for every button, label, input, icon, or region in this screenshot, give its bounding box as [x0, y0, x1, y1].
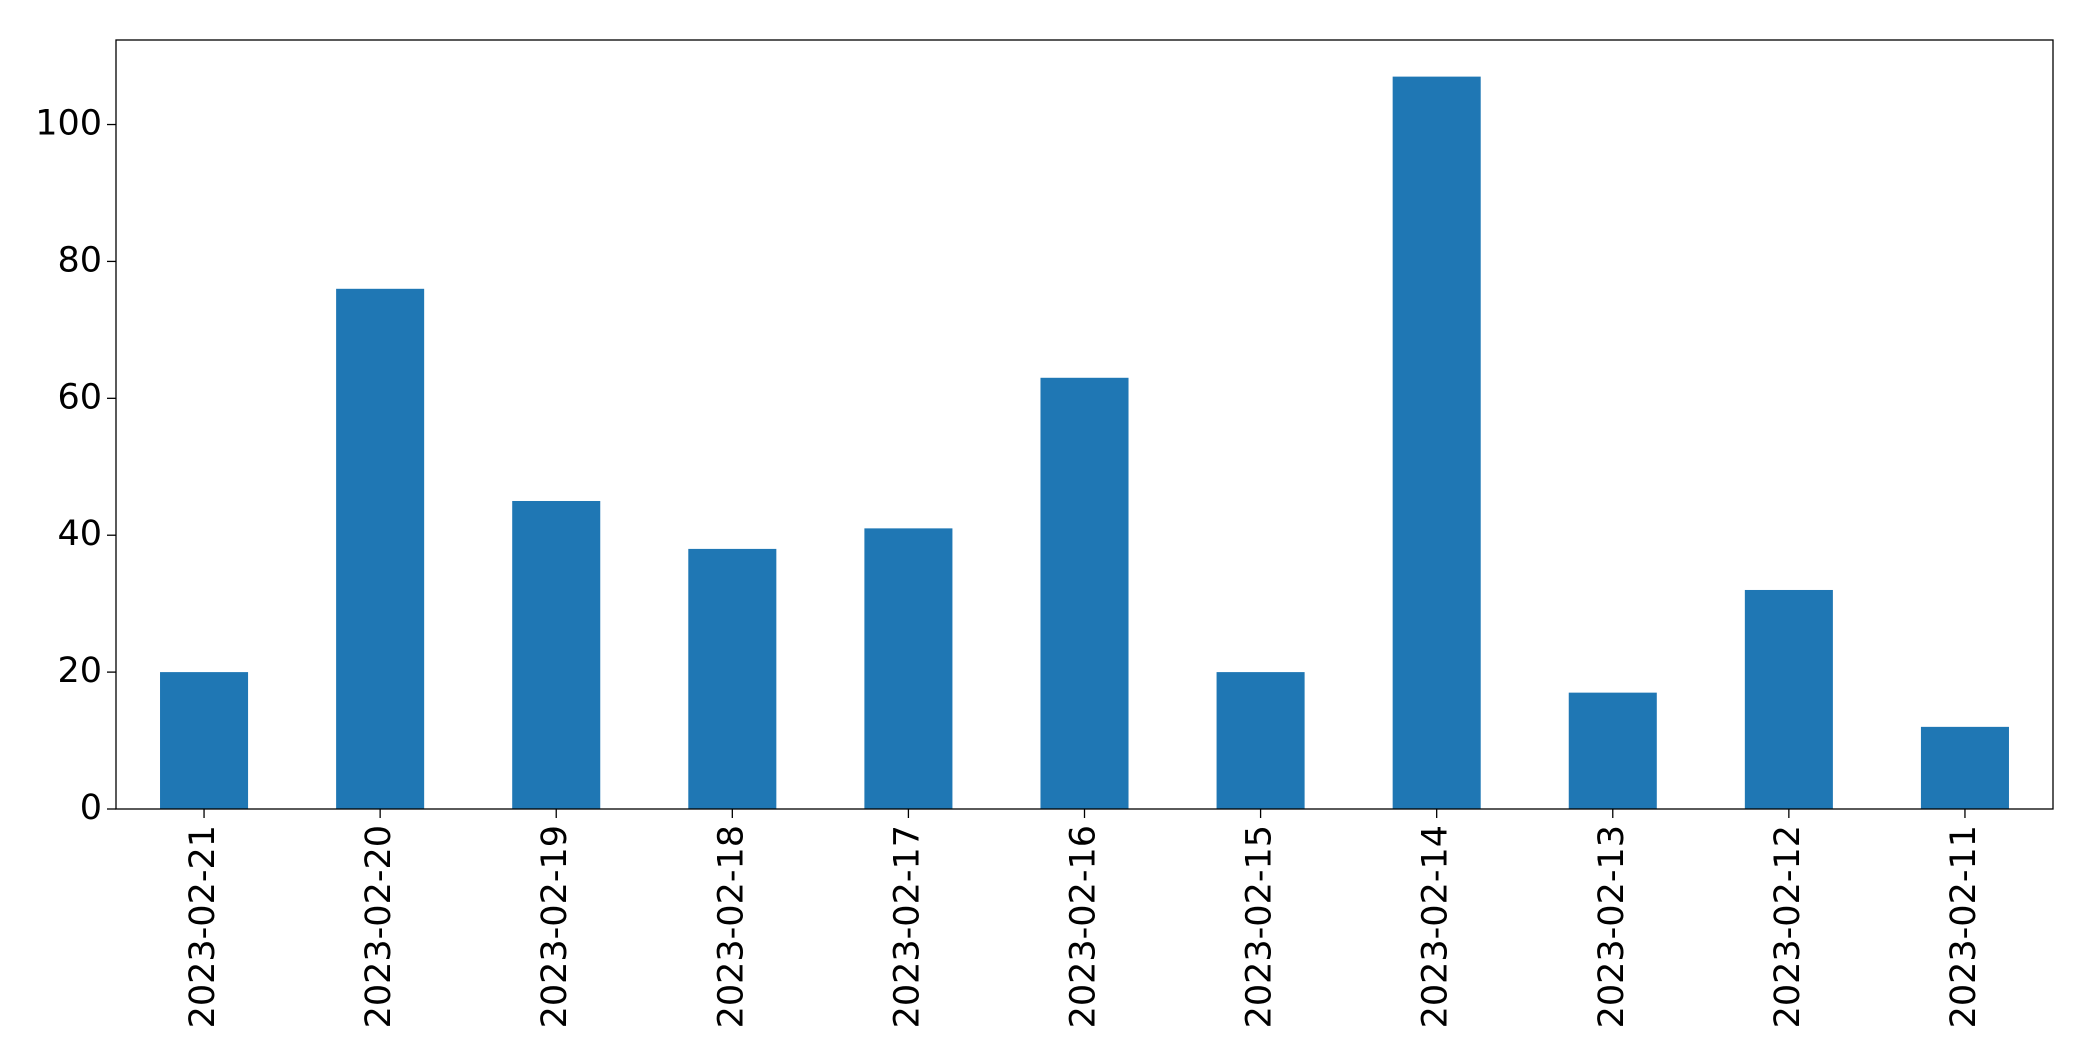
- bar: [1392, 76, 1481, 810]
- bar: [1744, 589, 1833, 809]
- x-tick-label: 2023-02-16: [1064, 825, 1104, 1028]
- bar: [688, 548, 777, 809]
- bar: [1568, 692, 1657, 809]
- x-tick-label: 2023-02-13: [1592, 825, 1632, 1028]
- bar: [1920, 726, 2009, 809]
- x-tick-label: 2023-02-14: [1416, 825, 1456, 1028]
- bar: [1040, 377, 1129, 809]
- bar: [1216, 672, 1305, 809]
- y-tick-label: 20: [57, 651, 102, 691]
- x-tick-label: 2023-02-19: [535, 825, 575, 1028]
- y-tick-label: 80: [57, 240, 102, 280]
- plot-frame: [115, 39, 2054, 810]
- bar: [512, 500, 601, 809]
- bar: [160, 672, 249, 809]
- x-tick-label: 2023-02-15: [1240, 825, 1280, 1028]
- x-tick-label: 2023-02-17: [887, 825, 927, 1028]
- x-tick-label: 2023-02-20: [359, 825, 399, 1028]
- y-tick-label: 60: [57, 377, 102, 417]
- x-tick-label: 2023-02-21: [183, 825, 223, 1028]
- bar: [336, 288, 425, 809]
- y-tick-label: 0: [80, 788, 102, 828]
- x-tick-label: 2023-02-11: [1944, 825, 1984, 1028]
- y-tick-label: 100: [35, 104, 102, 144]
- bar: [864, 528, 953, 809]
- x-tick-label: 2023-02-18: [711, 825, 751, 1028]
- x-tick-label: 2023-02-12: [1768, 825, 1808, 1028]
- y-tick-label: 40: [57, 514, 102, 554]
